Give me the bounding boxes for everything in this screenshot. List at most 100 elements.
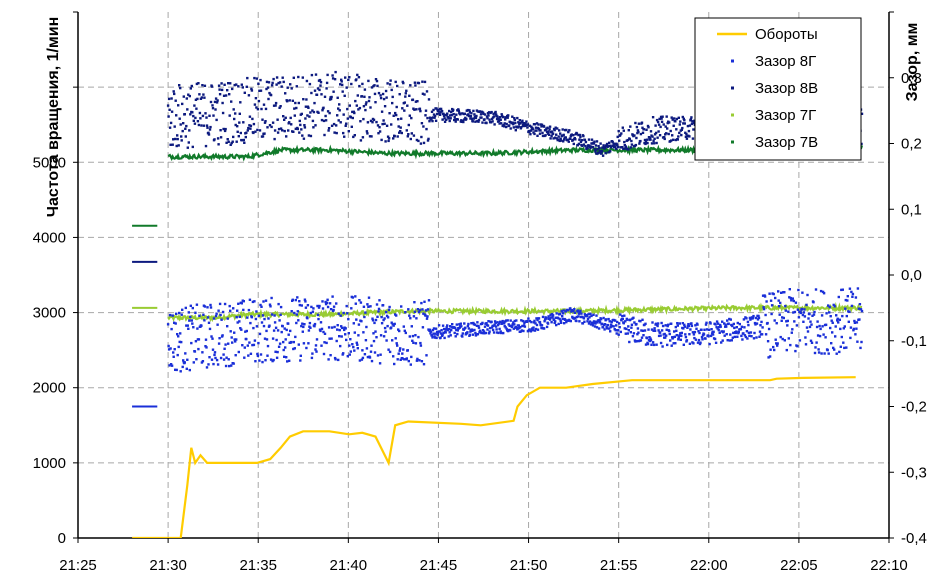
point-zazor_8g: [240, 302, 243, 305]
point-zazor_8v: [175, 144, 178, 148]
point-zazor_8v: [197, 123, 201, 127]
point-zazor_8g: [688, 333, 691, 336]
point-zazor_8v: [304, 117, 307, 120]
point-zazor_8v: [178, 84, 181, 87]
point-zazor_8g: [224, 343, 227, 346]
point-zazor_8v: [610, 146, 613, 149]
point-zazor_8v: [209, 100, 213, 104]
point-zazor_8g: [357, 323, 361, 326]
point-zazor_8g: [739, 327, 743, 331]
point-zazor_8v: [649, 138, 652, 141]
point-zazor_8g: [692, 333, 696, 336]
point-zazor_8g: [587, 313, 590, 316]
point-zazor_8v: [579, 135, 582, 139]
point-zazor_8v: [654, 124, 657, 127]
point-zazor_8g: [409, 317, 412, 320]
point-zazor_8g: [445, 328, 448, 331]
point-zazor_8g: [764, 313, 767, 317]
point-zazor_8v: [322, 119, 326, 123]
point-zazor_8g: [208, 356, 211, 359]
point-zazor_8g: [783, 291, 786, 294]
point-zazor_8v: [555, 137, 558, 140]
point-zazor_8v: [286, 100, 289, 103]
point-zazor_8g: [831, 321, 834, 324]
point-zazor_8g: [401, 352, 404, 355]
point-zazor_8g: [845, 314, 848, 318]
point-zazor_8g: [376, 354, 380, 357]
point-zazor_8g: [367, 305, 370, 308]
point-zazor_8g: [561, 317, 564, 321]
point-zazor_8v: [312, 110, 316, 114]
point-zazor_8v: [214, 108, 217, 111]
point-zazor_8v: [483, 118, 486, 121]
point-zazor_8g: [216, 363, 220, 366]
point-zazor_8g: [610, 320, 613, 324]
point-zazor_8g: [657, 329, 660, 332]
point-zazor_8v: [254, 130, 257, 133]
point-zazor_8g: [757, 316, 761, 320]
point-zazor_8g: [818, 324, 821, 328]
point-zazor_8g: [523, 325, 527, 328]
point-zazor_8v: [640, 121, 644, 124]
point-zazor_8v: [178, 117, 181, 120]
point-zazor_8g: [839, 345, 842, 348]
point-zazor_8v: [638, 142, 641, 145]
point-zazor_8v: [470, 112, 473, 115]
point-zazor_8g: [850, 290, 853, 294]
point-zazor_8g: [535, 323, 539, 327]
point-zazor_8g: [830, 319, 833, 322]
point-zazor_8v: [218, 93, 222, 96]
point-zazor_8v: [548, 125, 552, 128]
point-zazor_8g: [377, 310, 380, 313]
point-zazor_8g: [627, 325, 630, 328]
point-zazor_8g: [684, 333, 687, 336]
point-zazor_8v: [181, 129, 184, 133]
point-zazor_8g: [172, 355, 175, 358]
point-zazor_8g: [338, 335, 341, 338]
point-zazor_8g: [176, 333, 179, 336]
y2-tick-label: 0,2: [901, 136, 922, 153]
point-zazor_8g: [709, 322, 712, 325]
point-zazor_8g: [770, 312, 773, 316]
point-zazor_8g: [816, 334, 820, 337]
point-zazor_8v: [593, 140, 596, 143]
point-zazor_8v: [530, 125, 533, 128]
point-zazor_8g: [532, 326, 535, 329]
point-zazor_8g: [230, 336, 233, 339]
point-zazor_8g: [408, 335, 411, 338]
point-zazor_8g: [707, 328, 711, 331]
point-zazor_8v: [244, 135, 247, 139]
point-zazor_8v: [246, 76, 249, 80]
point-zazor_8g: [575, 315, 579, 319]
point-zazor_8g: [437, 324, 441, 327]
point-zazor_8v: [267, 97, 270, 101]
point-zazor_8v: [192, 114, 195, 118]
point-zazor_8v: [284, 116, 287, 119]
point-zazor_8g: [843, 325, 846, 328]
point-zazor_8g: [767, 327, 771, 331]
x-tick-label: 21:45: [420, 557, 458, 574]
point-zazor_8v: [245, 131, 248, 134]
point-zazor_8v: [459, 113, 462, 116]
point-zazor_8v: [490, 117, 494, 121]
point-zazor_8g: [265, 338, 269, 341]
point-zazor_8g: [582, 317, 586, 320]
point-zazor_8v: [663, 137, 666, 141]
point-zazor_8v: [230, 100, 233, 103]
point-zazor_8g: [467, 322, 470, 326]
point-zazor_8v: [659, 125, 662, 129]
point-zazor_8v: [365, 130, 369, 133]
point-zazor_8g: [442, 327, 446, 331]
point-zazor_8g: [174, 368, 177, 371]
point-zazor_8v: [637, 130, 640, 134]
point-zazor_8g: [559, 319, 562, 322]
point-zazor_8v: [601, 146, 604, 149]
point-zazor_8v: [526, 126, 529, 129]
point-zazor_8g: [617, 329, 620, 332]
point-zazor_8v: [692, 121, 696, 125]
point-zazor_8v: [208, 114, 211, 117]
point-zazor_8g: [837, 321, 840, 324]
point-zazor_8v: [251, 117, 254, 121]
point-zazor_8v: [390, 123, 393, 126]
point-zazor_8v: [536, 134, 539, 137]
